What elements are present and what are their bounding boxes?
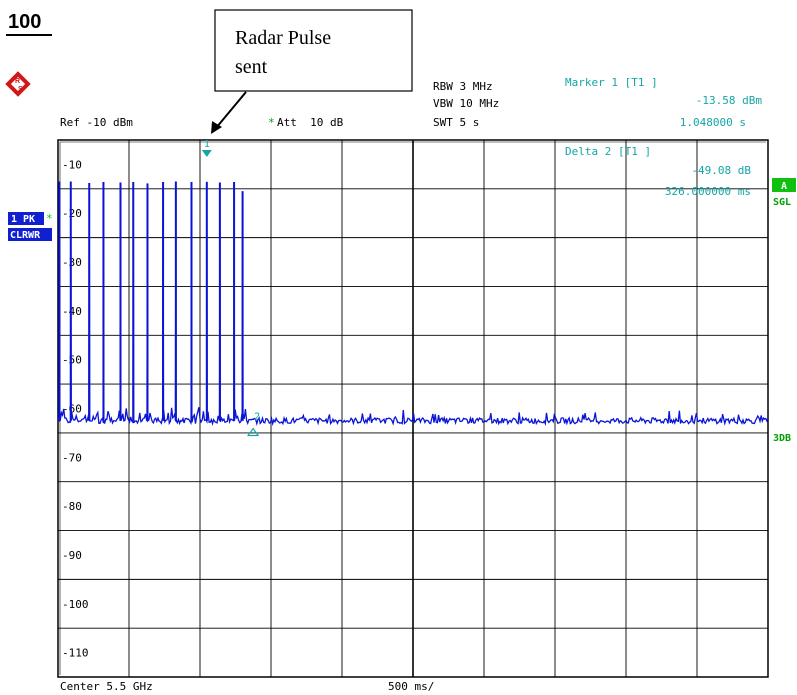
swt: SWT 5 s	[433, 116, 479, 129]
center-frequency: Center 5.5 GHz	[60, 680, 153, 693]
y-tick-label: -70	[62, 451, 82, 464]
rbw: RBW 3 MHz	[433, 80, 493, 93]
trace-line	[57, 181, 769, 427]
y-tick-label: -30	[62, 256, 82, 269]
svg-text:R: R	[15, 78, 20, 85]
y-tick-label: -10	[62, 158, 82, 171]
page-number: 100	[8, 11, 41, 33]
delta2-time: 326.000000 ms	[665, 185, 751, 198]
a-badge	[772, 178, 796, 192]
marker-2-icon	[246, 427, 260, 437]
y-tick-label: -80	[62, 500, 82, 513]
marker1-time: 1.048000 s	[680, 116, 746, 129]
annotation-box	[214, 9, 413, 92]
mode-badge-label: CLRWR	[10, 230, 41, 241]
trace-badge-label: 1 PK	[11, 214, 35, 225]
annotation-arrow	[215, 91, 247, 129]
threedb-label: 3DB	[773, 433, 791, 444]
marker-2-label: 2	[254, 411, 260, 422]
trace-badge	[8, 212, 44, 225]
y-tick-label: -20	[62, 207, 82, 220]
marker1-title: Marker 1 [T1 ]	[565, 76, 658, 89]
y-tick-label: -100	[62, 598, 89, 611]
y-tick-label: -50	[62, 354, 82, 367]
y-tick-label: -110	[62, 647, 89, 660]
marker-1-label: 1	[204, 139, 210, 150]
rohde-schwarz-logo-icon: R S	[5, 71, 31, 97]
delta2-value: -49.08 dB	[691, 164, 751, 177]
svg-text:S: S	[18, 86, 23, 93]
y-tick-label: -40	[62, 305, 82, 318]
annotation-line2: sent	[235, 56, 268, 78]
y-tick-label: -60	[62, 403, 82, 416]
sgl-label: SGL	[773, 197, 791, 208]
trace-star: *	[46, 212, 53, 225]
span-per-division: 500 ms/	[388, 680, 434, 693]
annotation-arrowhead-icon	[211, 121, 222, 134]
mode-badge	[8, 228, 52, 241]
a-badge-label: A	[781, 181, 787, 192]
attenuation: Att 10 dB	[277, 116, 344, 129]
annotation-line1: Radar Pulse	[235, 27, 331, 49]
ref-level: Ref -10 dBm	[60, 116, 133, 129]
delta2-title: Delta 2 [T1 ]	[565, 145, 651, 158]
att-star: *	[268, 116, 275, 129]
marker-1-icon	[201, 150, 212, 157]
vbw: VBW 10 MHz	[433, 97, 499, 110]
y-tick-label: -90	[62, 549, 82, 562]
marker1-value: -13.58 dBm	[696, 94, 763, 107]
